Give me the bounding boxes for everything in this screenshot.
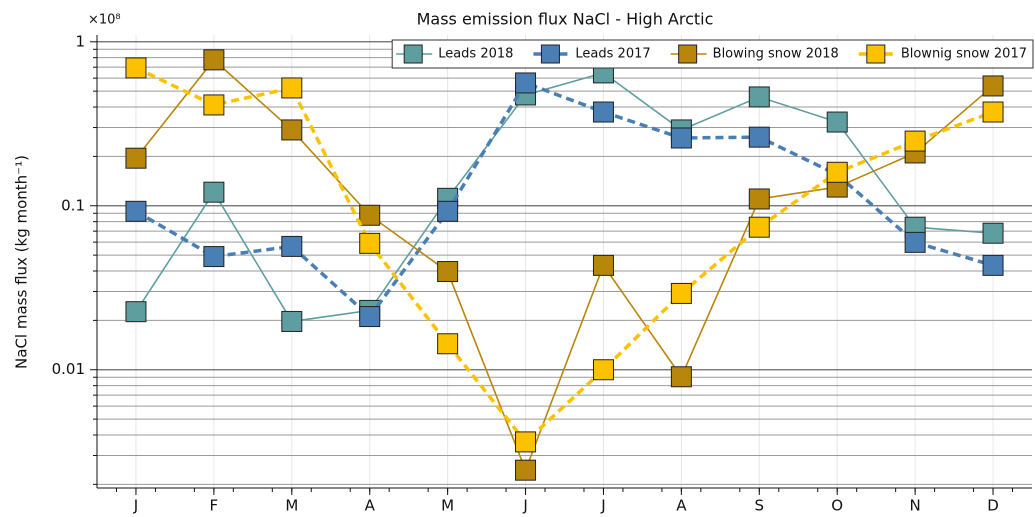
- marker: [670, 127, 692, 149]
- y-axis-label: NaCl mass flux (kg month⁻¹): [13, 155, 31, 369]
- marker: [515, 459, 537, 481]
- marker: [437, 261, 459, 283]
- x-tick-label: F: [210, 497, 219, 515]
- marker: [748, 216, 770, 238]
- marker: [281, 235, 303, 257]
- x-tick-label: A: [676, 497, 687, 515]
- marker: [437, 200, 459, 222]
- series-line: [135, 66, 994, 445]
- marker: [125, 301, 147, 323]
- marker: [592, 359, 614, 381]
- legend-label: Blownig snow 2017: [901, 47, 1027, 62]
- marker: [670, 366, 692, 388]
- x-tick-label: J: [522, 497, 527, 515]
- marker: [904, 130, 926, 152]
- marker: [359, 306, 381, 328]
- x-tick-label: N: [910, 497, 921, 515]
- legend-marker: [403, 44, 423, 64]
- marker: [359, 204, 381, 226]
- x-tick-label: M: [285, 497, 298, 515]
- x-tick-label: J: [600, 497, 605, 515]
- marker: [670, 282, 692, 304]
- legend-marker: [540, 44, 560, 64]
- marker: [826, 111, 848, 133]
- marker: [748, 188, 770, 210]
- legend: Leads 2018 Leads 2017 Blowing snow 2018 Blo…: [391, 39, 1034, 69]
- legend-box: [391, 39, 1034, 69]
- legend-label: Leads 2017: [575, 47, 650, 62]
- series-line: [135, 58, 994, 473]
- marker: [592, 101, 614, 123]
- marker: [982, 101, 1004, 123]
- marker: [281, 77, 303, 99]
- marker: [203, 94, 225, 116]
- y-tick-label: 1: [75, 32, 85, 50]
- marker: [515, 72, 537, 94]
- marker: [982, 222, 1004, 244]
- marker: [437, 333, 459, 355]
- marker: [592, 254, 614, 276]
- marker: [125, 57, 147, 79]
- marker: [748, 86, 770, 108]
- legend-item: Blownig snow 2017: [858, 44, 1027, 64]
- x-tick-label: O: [831, 497, 843, 515]
- y-tick-label: 0.01: [52, 360, 85, 378]
- x-tick-label: A: [365, 497, 376, 515]
- marker: [748, 126, 770, 148]
- marker: [203, 246, 225, 268]
- series-line: [135, 80, 994, 320]
- legend-label: Leads 2018: [438, 47, 513, 62]
- chart-title: Mass emission flux NaCl - High Arctic: [417, 10, 714, 29]
- x-tick-label: J: [133, 497, 138, 515]
- legend-marker: [866, 44, 886, 64]
- legend-item: Blowing snow 2018: [670, 44, 839, 64]
- marker: [826, 161, 848, 183]
- legend-item: Leads 2018: [396, 44, 513, 64]
- x-tick-label: M: [441, 497, 454, 515]
- x-tick-label: D: [987, 497, 999, 515]
- marker: [281, 310, 303, 332]
- x-tick-label: S: [755, 497, 765, 515]
- marker: [125, 200, 147, 222]
- legend-item: Leads 2017: [533, 44, 651, 64]
- marker: [203, 49, 225, 71]
- legend-label: Blowing snow 2018: [713, 47, 839, 62]
- marker: [904, 231, 926, 253]
- marker: [982, 254, 1004, 276]
- marker: [125, 147, 147, 169]
- y-tick-label: 0.1: [61, 196, 85, 214]
- legend-marker: [678, 44, 698, 64]
- marker: [359, 232, 381, 254]
- y-scale-label: ×10⁸: [88, 13, 121, 28]
- marker: [281, 119, 303, 141]
- marker: [203, 181, 225, 203]
- marker: [982, 75, 1004, 97]
- series-line: [135, 72, 994, 323]
- marker: [515, 431, 537, 453]
